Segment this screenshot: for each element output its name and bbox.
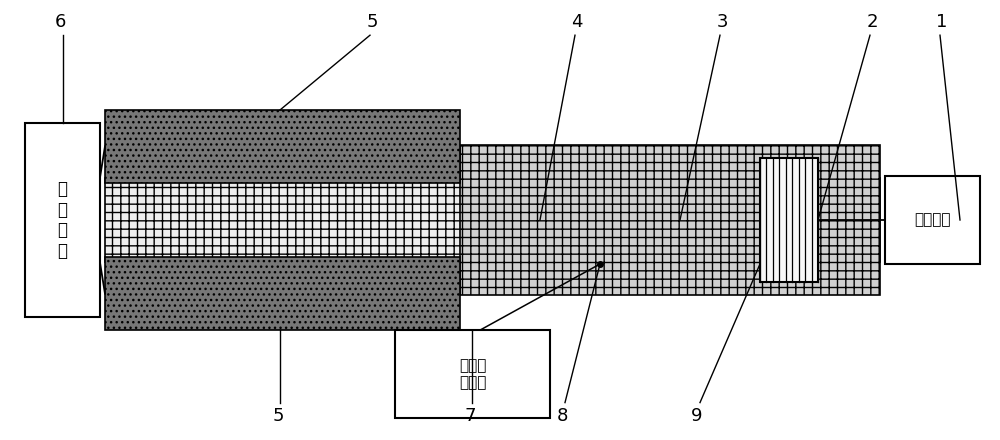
Text: 6: 6 xyxy=(54,13,66,31)
Text: 5: 5 xyxy=(272,407,284,425)
Bar xyxy=(25,123,100,317)
Bar xyxy=(105,178,880,262)
Bar xyxy=(395,330,550,418)
Text: 3: 3 xyxy=(716,13,728,31)
Bar xyxy=(460,145,880,295)
Text: 5: 5 xyxy=(366,13,378,31)
Bar xyxy=(105,257,460,330)
Bar xyxy=(885,176,980,264)
Text: 4: 4 xyxy=(571,13,583,31)
Text: 7: 7 xyxy=(464,407,476,425)
Bar xyxy=(105,110,460,183)
Text: 数据采
集系统: 数据采 集系统 xyxy=(459,358,486,390)
Bar xyxy=(760,158,818,282)
Text: 9: 9 xyxy=(691,407,703,425)
Text: 2: 2 xyxy=(866,13,878,31)
Text: 加热系统: 加热系统 xyxy=(914,213,951,227)
Text: 1: 1 xyxy=(936,13,948,31)
Text: 8: 8 xyxy=(556,407,568,425)
Text: 冷
却
系
统: 冷 却 系 统 xyxy=(58,180,68,260)
